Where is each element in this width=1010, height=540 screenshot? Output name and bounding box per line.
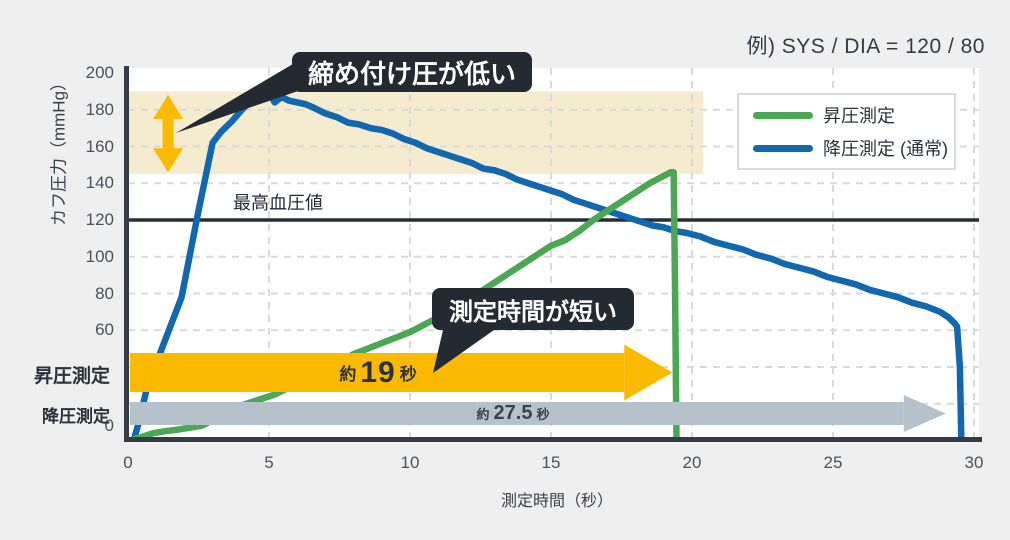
y-tick-label: 200 (85, 63, 114, 82)
depressurize-duration-label: 約 27.5 秒 (413, 401, 613, 425)
systolic-threshold-label: 最高血圧値 (233, 193, 323, 213)
legend-item-pressurize: 昇圧測定 (739, 102, 954, 128)
x-tick-label: 10 (400, 453, 420, 472)
y-tick-label: 80 (95, 283, 114, 303)
y-axis-line (124, 66, 129, 441)
callout-pointer-icon (176, 61, 298, 133)
x-tick-label: 5 (264, 453, 274, 472)
x-tick-label: 0 (123, 453, 133, 472)
duration-suffix: 秒 (399, 365, 417, 384)
duration-suffix: 秒 (536, 406, 550, 422)
x-tick-label: 20 (682, 453, 702, 472)
depressurize-duration-arrow-head (903, 394, 946, 432)
pressure-range-arrow-shaft (162, 115, 174, 153)
depressurize-duration-arrow-body (130, 401, 904, 425)
y-tick-label: 180 (85, 99, 114, 119)
callout-short-measurement-time: 測定時間が短い (432, 288, 634, 330)
legend: 昇圧測定 降圧測定 (通常) (737, 93, 956, 170)
x-tick-label: 15 (541, 453, 561, 472)
y-tick-label: 0 (104, 416, 114, 435)
x-tick-label: 30 (964, 453, 984, 472)
chart-canvas (126, 68, 979, 444)
y-tick-label: 120 (85, 210, 114, 229)
x-tick-label: 25 (823, 453, 843, 472)
example-values-label: 例) SYS / DIA = 120 / 80 (746, 35, 985, 58)
y-tick-label: 140 (85, 173, 114, 193)
pressure-range-arrow-head-down (153, 148, 184, 173)
duration-prefix: 約 (476, 406, 490, 422)
duration-prefix: 約 (339, 365, 357, 384)
legend-label: 昇圧測定 (823, 106, 895, 126)
y-tick-label: 160 (85, 136, 114, 156)
pressurize-duration-arrow-body (130, 353, 625, 393)
y-tick-label: 100 (85, 246, 114, 266)
y-tick-label: 60 (95, 320, 114, 340)
pressurize-row-label: 昇圧測定 (33, 366, 110, 387)
legend-label: 降圧測定 (通常) (823, 139, 948, 159)
callout-low-cuff-pressure: 締め付け圧が低い (292, 52, 532, 92)
callout-pointer-icon (433, 330, 494, 373)
x-axis-title: 測定時間（秒） (500, 493, 613, 510)
pressurize-duration-label: 約 19 秒 (268, 353, 488, 392)
legend-item-depressurize: 降圧測定 (通常) (739, 135, 954, 161)
duration-value: 27.5 (493, 401, 533, 424)
pressure-range-arrow-head-up (153, 95, 184, 120)
depressurize-row-label: 降圧測定 (42, 407, 110, 426)
x-axis-line (124, 437, 982, 442)
duration-value: 19 (360, 355, 396, 389)
blue-line-swatch (753, 144, 813, 152)
pressurize-duration-arrow-head (624, 344, 673, 401)
green-line-swatch (753, 111, 813, 119)
